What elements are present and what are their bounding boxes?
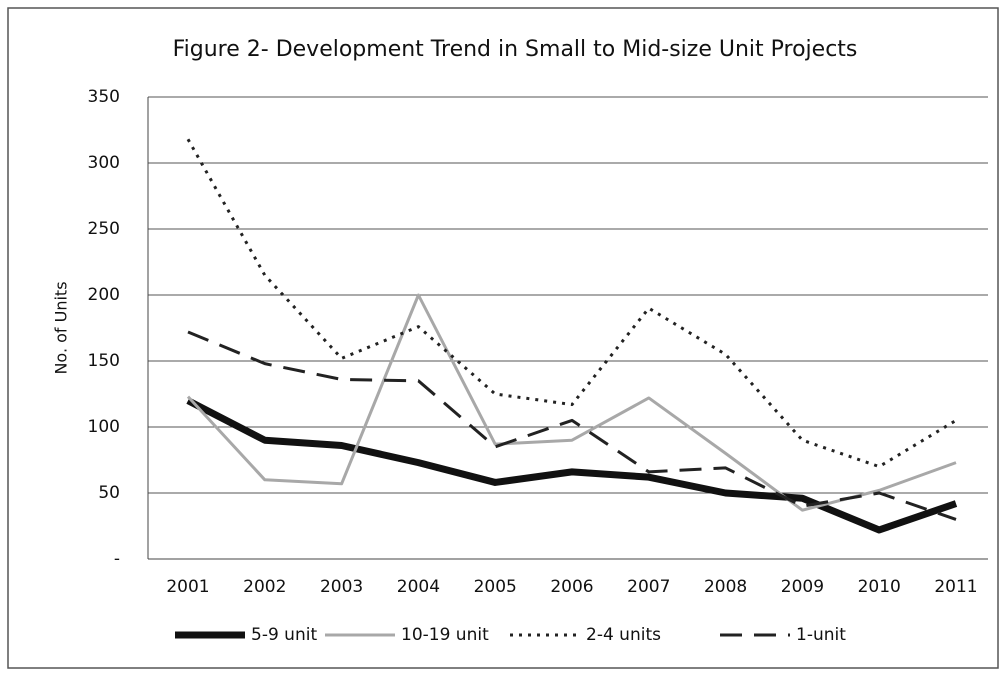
y-tick-label: 350 <box>88 87 120 107</box>
y-tick-label: - <box>114 549 120 569</box>
x-tick-label: 2009 <box>781 577 824 597</box>
series-line <box>186 397 958 534</box>
legend-label: 2-4 units <box>586 625 661 645</box>
legend-label: 5-9 unit <box>251 625 317 645</box>
y-tick-label: 100 <box>88 417 120 437</box>
y-tick-label: 300 <box>88 153 120 173</box>
y-tick-label: 50 <box>98 483 120 503</box>
series-line <box>186 293 957 512</box>
x-tick-label: 2001 <box>166 577 209 597</box>
y-tick-label: 200 <box>88 285 120 305</box>
x-tick-label: 2011 <box>934 577 977 597</box>
y-tick-label: 150 <box>88 351 120 371</box>
chart-title: Figure 2- Development Trend in Small to … <box>173 37 858 62</box>
x-tick-label: 2003 <box>320 577 363 597</box>
x-tick-label: 2007 <box>627 577 670 597</box>
series-line <box>186 138 957 469</box>
x-tick-label: 2005 <box>474 577 517 597</box>
legend-label: 10-19 unit <box>401 625 489 645</box>
y-tick-label: 250 <box>88 219 120 239</box>
legend-label: 1-unit <box>796 625 846 645</box>
x-tick-label: 2008 <box>704 577 747 597</box>
series-line <box>187 330 957 521</box>
chart-border <box>7 7 999 669</box>
x-tick-label: 2006 <box>550 577 593 597</box>
x-tick-label: 2004 <box>397 577 440 597</box>
y-axis-label: No. of Units <box>52 281 71 374</box>
x-tick-label: 2010 <box>858 577 901 597</box>
x-tick-label: 2002 <box>243 577 286 597</box>
